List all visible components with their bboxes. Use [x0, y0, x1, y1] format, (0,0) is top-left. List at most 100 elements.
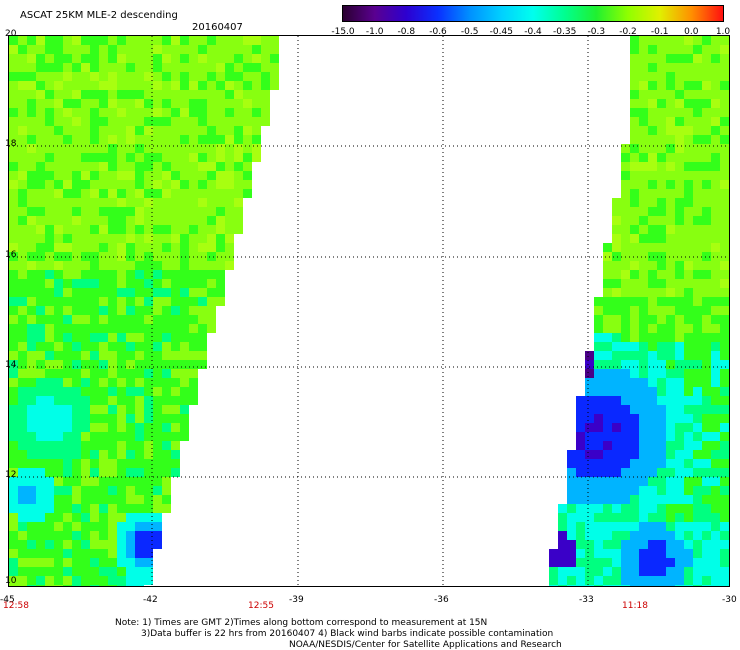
- wind-cell: [567, 504, 576, 513]
- wind-cell: [675, 279, 684, 288]
- wind-cell: [207, 108, 216, 117]
- wind-cell: [585, 567, 594, 576]
- wind-cell: [18, 432, 27, 441]
- wind-cell: [81, 378, 90, 387]
- wind-cell: [18, 558, 27, 567]
- wind-cell: [144, 504, 153, 513]
- wind-cell: [99, 432, 108, 441]
- wind-cell: [171, 405, 180, 414]
- wind-cell: [45, 396, 54, 405]
- wind-cell: [648, 54, 657, 63]
- wind-cell: [117, 495, 126, 504]
- wind-cell: [135, 207, 144, 216]
- wind-cell: [657, 495, 666, 504]
- wind-cell: [675, 558, 684, 567]
- wind-cell: [621, 324, 630, 333]
- wind-cell: [558, 513, 567, 522]
- wind-cell: [576, 558, 585, 567]
- wind-cell: [117, 117, 126, 126]
- wind-cell: [621, 531, 630, 540]
- wind-cell: [666, 270, 675, 279]
- wind-cell: [720, 315, 729, 324]
- wind-cell: [585, 504, 594, 513]
- wind-cell: [27, 414, 36, 423]
- wind-cell: [612, 513, 621, 522]
- wind-cell: [549, 576, 558, 585]
- wind-cell: [621, 468, 630, 477]
- wind-cell: [162, 405, 171, 414]
- wind-cell: [594, 504, 603, 513]
- wind-cell: [630, 288, 639, 297]
- wind-cell: [657, 513, 666, 522]
- wind-cell: [630, 297, 639, 306]
- wind-cell: [585, 423, 594, 432]
- wind-cell: [117, 414, 126, 423]
- wind-cell: [18, 198, 27, 207]
- wind-cell: [180, 153, 189, 162]
- wind-cell: [54, 54, 63, 63]
- wind-cell: [225, 108, 234, 117]
- wind-cell: [153, 81, 162, 90]
- wind-cell: [630, 549, 639, 558]
- wind-cell: [27, 99, 36, 108]
- wind-cell: [603, 378, 612, 387]
- wind-cell: [612, 288, 621, 297]
- wind-cell: [117, 171, 126, 180]
- wind-cell: [144, 315, 153, 324]
- wind-cell: [675, 459, 684, 468]
- wind-cell: [27, 432, 36, 441]
- wind-speed-field: [9, 36, 729, 586]
- wind-cell: [648, 342, 657, 351]
- wind-cell: [126, 531, 135, 540]
- wind-cell: [720, 252, 729, 261]
- wind-cell: [36, 342, 45, 351]
- wind-cell: [9, 486, 18, 495]
- wind-cell: [711, 243, 720, 252]
- colorbar-tick-label: 1.0: [715, 27, 731, 37]
- wind-cell: [18, 351, 27, 360]
- wind-cell: [207, 252, 216, 261]
- wind-cell: [585, 585, 594, 586]
- wind-cell: [711, 387, 720, 396]
- wind-cell: [648, 567, 657, 576]
- wind-cell: [63, 342, 72, 351]
- wind-cell: [603, 405, 612, 414]
- wind-cell: [144, 243, 153, 252]
- wind-cell: [162, 387, 171, 396]
- wind-cell: [108, 54, 117, 63]
- wind-cell: [18, 234, 27, 243]
- wind-cell: [126, 297, 135, 306]
- wind-cell: [693, 72, 702, 81]
- wind-cell: [180, 306, 189, 315]
- wind-cell: [630, 108, 639, 117]
- wind-cell: [135, 234, 144, 243]
- wind-cell: [99, 126, 108, 135]
- wind-cell: [720, 63, 729, 72]
- wind-cell: [693, 567, 702, 576]
- wind-cell: [81, 459, 90, 468]
- wind-cell: [27, 468, 36, 477]
- wind-cell: [684, 135, 693, 144]
- wind-cell: [54, 243, 63, 252]
- wind-cell: [567, 459, 576, 468]
- wind-cell: [180, 405, 189, 414]
- wind-cell: [9, 342, 18, 351]
- wind-cell: [45, 432, 54, 441]
- wind-cell: [162, 63, 171, 72]
- wind-cell: [9, 288, 18, 297]
- wind-cell: [81, 297, 90, 306]
- wind-cell: [702, 45, 711, 54]
- wind-cell: [81, 351, 90, 360]
- wind-cell: [666, 315, 675, 324]
- wind-cell: [675, 360, 684, 369]
- latitude-tick-label: 20: [5, 29, 17, 39]
- wind-cell: [261, 99, 270, 108]
- wind-cell: [90, 144, 99, 153]
- wind-cell: [126, 153, 135, 162]
- wind-cell: [666, 243, 675, 252]
- wind-cell: [90, 459, 99, 468]
- wind-cell: [702, 567, 711, 576]
- wind-cell: [63, 216, 72, 225]
- wind-cell: [684, 144, 693, 153]
- wind-cell: [621, 351, 630, 360]
